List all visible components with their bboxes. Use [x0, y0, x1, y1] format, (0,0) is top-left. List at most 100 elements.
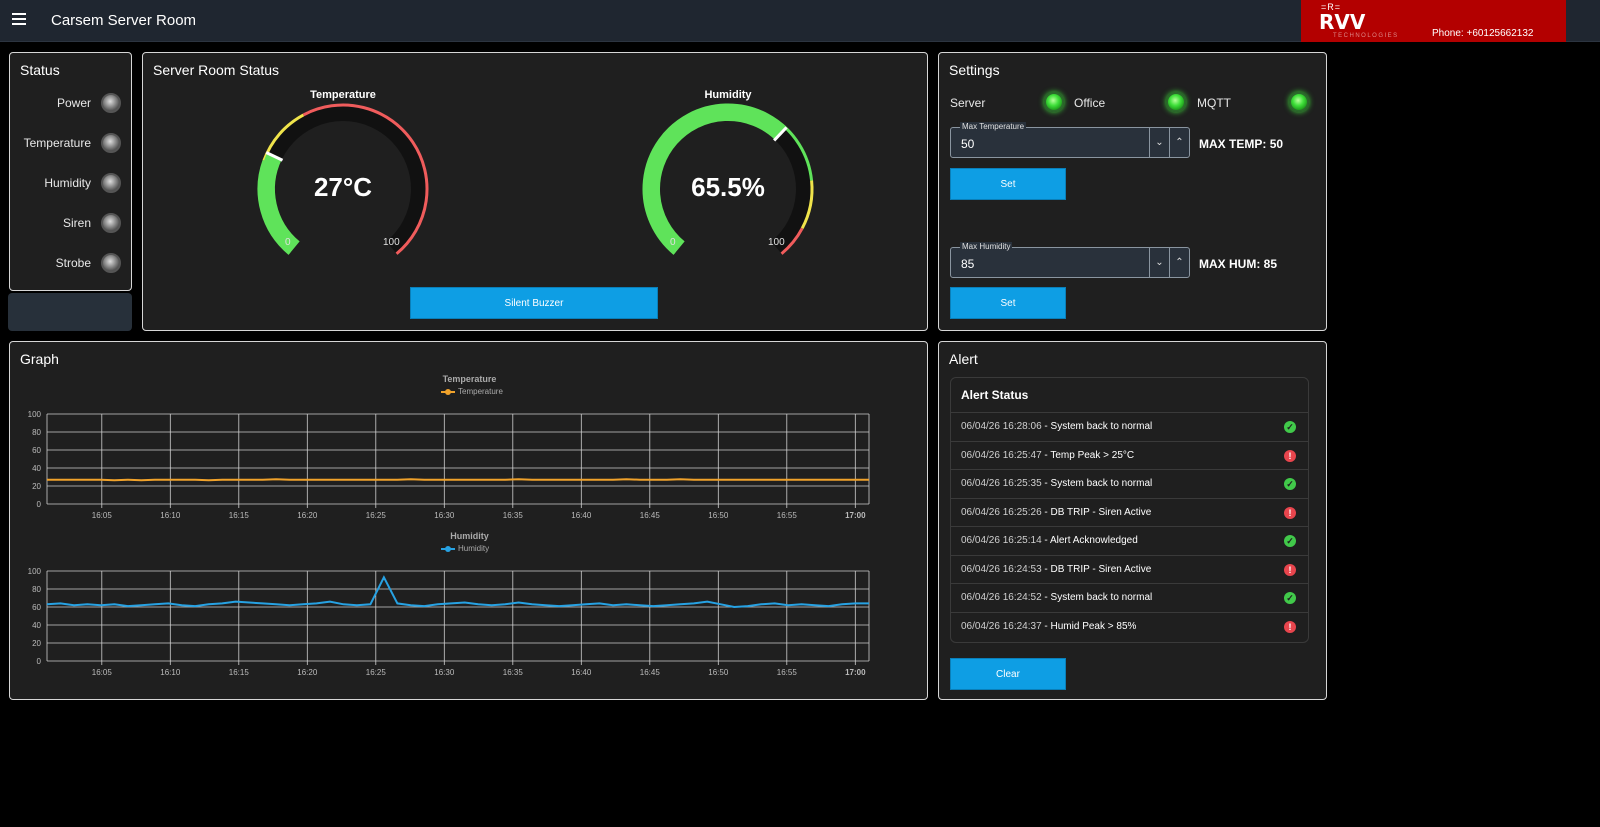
set-max-humidity-button[interactable]: Set	[950, 287, 1066, 319]
x-tick-label: 16:30	[434, 668, 455, 677]
alert-text: - DB TRIP - Siren Active	[1041, 563, 1152, 575]
app-title: Carsem Server Room	[51, 12, 197, 29]
settings-title: Settings	[949, 62, 1000, 78]
temperature-gauge-value: 27°C	[313, 172, 373, 202]
brand-name: RVV	[1319, 10, 1366, 34]
status-label: Power	[56, 96, 91, 110]
line-chart: 0 20 40 60 80 100 16:05 16:10 16:15 16:20 16:25 16:…	[28, 410, 870, 520]
y-tick-label: 80	[32, 428, 41, 437]
temperature-gauge-max: 100	[383, 237, 400, 248]
y-tick-label: 20	[32, 639, 41, 648]
chart-title: Temperature	[442, 374, 497, 384]
alert-message: 06/04/26 16:28:06 - System back to norma…	[961, 421, 1152, 432]
status-row-strobe: Strobe	[56, 253, 121, 273]
alert-row: 06/04/26 16:24:53 - DB TRIP - Siren Acti…	[951, 554, 1308, 583]
alert-time: 06/04/26 16:25:47	[961, 449, 1042, 461]
alert-message: 06/04/26 16:25:47 - Temp Peak > 25°C	[961, 450, 1134, 461]
y-tick-label: 60	[32, 603, 41, 612]
status-footer-panel	[8, 293, 132, 331]
status-row-temperature: Temperature	[24, 133, 121, 153]
silent-buzzer-button[interactable]: Silent Buzzer	[410, 287, 658, 319]
brand-banner: =R= RVV TECHNOLOGIES Phone: +60125662132	[1301, 0, 1566, 42]
max-temperature-input[interactable]: Max Temperature 50 ⌄ ⌃	[950, 122, 1190, 158]
decrement-icon[interactable]: ⌄	[1149, 248, 1169, 277]
status-row-siren: Siren	[63, 213, 121, 233]
x-tick-label: 16:15	[229, 668, 250, 677]
status-label: Humidity	[44, 176, 91, 190]
chart-legend-item[interactable]: Temperature	[441, 387, 503, 396]
max-temperature-legend: Max Temperature	[960, 122, 1027, 131]
connection-indicator-icon	[1044, 92, 1064, 112]
status-indicator-icon	[101, 173, 121, 193]
x-tick-label: 16:15	[229, 511, 250, 520]
warning-circle-icon: !	[1284, 449, 1296, 462]
legend-swatch-icon	[441, 545, 455, 552]
alert-message: 06/04/26 16:24:53 - DB TRIP - Siren Acti…	[961, 564, 1151, 575]
x-tick-label: 16:05	[92, 668, 113, 677]
phone-number: Phone: +60125662132	[1432, 28, 1534, 39]
alert-text: - System back to normal	[1041, 421, 1153, 432]
graph-card: Graph Temperature Temperature 0 20 40 60 80 100…	[9, 341, 928, 700]
increment-icon[interactable]: ⌃	[1169, 248, 1189, 277]
alert-message: 06/04/26 16:25:26 - DB TRIP - Siren Acti…	[961, 507, 1151, 518]
x-tick-label: 16:05	[92, 511, 113, 520]
humidity-gauge-min: 0	[670, 237, 676, 248]
check-circle-icon: ✓	[1284, 592, 1296, 604]
max-hum-label: MAX HUM: 85	[1199, 257, 1277, 271]
check-circle-icon: ✓	[1284, 535, 1296, 547]
y-tick-label: 80	[32, 585, 41, 594]
alert-time: 06/04/26 16:24:53	[961, 563, 1042, 575]
decrement-icon[interactable]: ⌄	[1149, 128, 1169, 157]
max-humidity-value: 85	[961, 257, 975, 271]
alert-row: 06/04/26 16:25:47 - Temp Peak > 25°C!	[951, 440, 1308, 469]
alert-row: 06/04/26 16:25:14 - Alert Acknowledged ✓	[951, 526, 1308, 554]
alert-text: - DB TRIP - Siren Active	[1041, 506, 1152, 518]
set-max-temperature-button[interactable]: Set	[950, 168, 1066, 200]
x-tick-label: 16:10	[160, 668, 181, 677]
humidity-gauge-max: 100	[768, 237, 785, 248]
x-tick-label: 17:00	[845, 668, 866, 677]
max-humidity-input[interactable]: Max Humidity 85 ⌄ ⌃	[950, 242, 1190, 278]
alert-time: 06/04/26 16:25:14	[961, 535, 1042, 546]
y-tick-label: 40	[32, 621, 41, 630]
status-label: Strobe	[55, 256, 91, 270]
humidity-gauge	[642, 103, 814, 255]
gauge-needle	[265, 151, 284, 162]
x-tick-label: 16:20	[297, 668, 318, 677]
connection-indicator-icon	[1289, 92, 1309, 112]
temperature-gauge-title: Temperature	[310, 89, 376, 101]
gauge-zone-arc	[302, 103, 429, 255]
x-tick-label: 16:25	[366, 511, 387, 520]
alert-message: 06/04/26 16:24:52 - System back to norma…	[961, 592, 1152, 603]
status-title: Status	[20, 62, 60, 78]
alert-text: - Temp Peak > 25°C	[1041, 449, 1135, 461]
max-hum-label-text: MAX HUM:	[1199, 257, 1261, 271]
clear-alerts-button[interactable]: Clear	[950, 658, 1066, 690]
y-tick-label: 0	[37, 500, 42, 509]
status-indicator-icon	[101, 213, 121, 233]
gauge-zone-arc	[780, 227, 804, 255]
status-label: Siren	[62, 216, 91, 230]
alert-title: Alert	[949, 351, 978, 367]
chart-legend-item[interactable]: Humidity	[441, 544, 489, 553]
hamburger-menu-icon[interactable]	[12, 13, 26, 25]
x-tick-label: 16:50	[708, 668, 729, 677]
alert-time: 06/04/26 16:25:35	[961, 478, 1042, 489]
y-tick-label: 100	[28, 567, 42, 576]
max-temp-label-text: MAX TEMP:	[1199, 137, 1267, 151]
increment-icon[interactable]: ⌃	[1169, 128, 1189, 157]
alert-status-header: Alert Status	[961, 388, 1029, 402]
gauge-value-arc	[259, 152, 300, 254]
series-line-temperature	[47, 478, 869, 482]
top-bar: Carsem Server Room =R= RVV TECHNOLOGIES …	[0, 0, 1600, 42]
alert-row: 06/04/26 16:28:06 - System back to norma…	[951, 412, 1308, 440]
check-circle-icon: ✓	[1284, 421, 1296, 433]
alert-time: 06/04/26 16:24:37	[961, 620, 1042, 632]
server-room-card: Server Room Status Temperature 27°C 0 10…	[142, 52, 928, 331]
legend-swatch-icon	[441, 388, 455, 395]
warning-circle-icon: !	[1284, 620, 1296, 633]
status-indicator-icon	[101, 133, 121, 153]
line-chart: 0 20 40 60 80 100 16:05 16:10 16:15 16:20 16:25 16:…	[28, 567, 870, 677]
alert-text: - System back to normal	[1041, 478, 1153, 489]
status-label: Temperature	[23, 136, 91, 150]
